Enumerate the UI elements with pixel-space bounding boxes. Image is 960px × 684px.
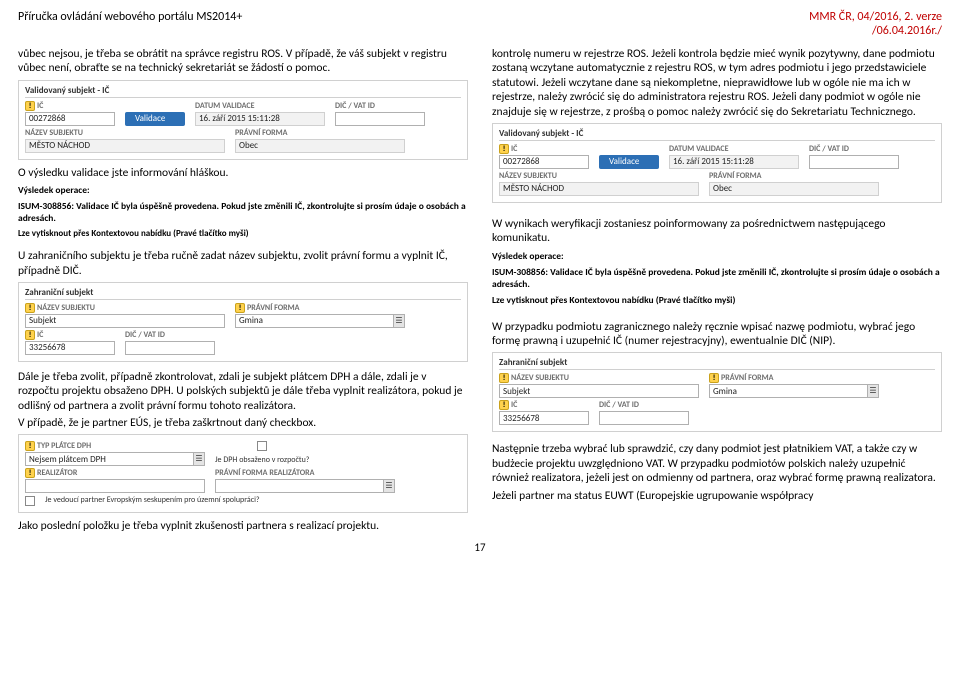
forma-label-r: PRÁVNÍ FORMA (709, 171, 879, 181)
dropdown-icon[interactable]: ☰ (193, 452, 205, 466)
ic-label-r: IČ (511, 144, 517, 154)
dropdown-icon[interactable]: ☰ (867, 384, 879, 398)
form-validated-subject-right: Validovaný subjekt - IČ !IČ 00272868 Val… (492, 123, 942, 203)
required-icon: ! (25, 468, 35, 478)
forma-label2: PRÁVNÍ FORMA (247, 303, 300, 313)
ic-input[interactable]: 00272868 (25, 112, 115, 126)
name-input2r[interactable]: Subjekt (499, 384, 699, 398)
dic-label2: DIČ / VAT ID (125, 330, 215, 340)
dic-label2r: DIČ / VAT ID (599, 400, 689, 410)
ic-label2r: IČ (511, 400, 517, 410)
name-label-r: NÁZEV SUBJEKTU (499, 171, 699, 181)
right-p1: kontrolę numeru w rejestrze ROS. Jeżeli … (492, 47, 942, 119)
required-icon: ! (499, 144, 509, 154)
date-label: DATUM VALIDACE (195, 101, 325, 111)
name-label2: NÁZEV SUBJEKTU (37, 303, 95, 313)
required-icon: ! (25, 303, 35, 313)
real-input[interactable] (25, 479, 205, 493)
dropdown-icon[interactable]: ☰ (393, 314, 405, 328)
real-label: REALIZÁTOR (37, 468, 77, 478)
form1-title: Validovaný subjekt - IČ (25, 85, 461, 98)
right-column: kontrolę numeru w rejestrze ROS. Jeżeli … (492, 44, 942, 537)
header-right-line1: MMR ČR, 04/2016, 2. verze (809, 10, 942, 24)
dic-label-r: DIČ / VAT ID (809, 144, 899, 154)
validate-button-r[interactable]: Validace (599, 155, 659, 169)
dic-label: DIČ / VAT ID (335, 101, 425, 111)
left-p1: vůbec nejsou, je třeba se obrátit na spr… (18, 47, 468, 76)
page-number: 17 (18, 541, 942, 554)
required-icon: ! (25, 441, 35, 451)
forma-input2r[interactable]: Gmina (709, 384, 868, 398)
result-tip-right: Lze vytisknout přes Kontextovou nabídku … (492, 294, 942, 306)
form-foreign-subject-left: Zahraniční subjekt !NÁZEV SUBJEKTU Subje… (18, 282, 468, 362)
required-icon: ! (25, 330, 35, 340)
right-p3: W przypadku podmiotu zagranicznego należ… (492, 320, 942, 349)
name-value: MĚSTO NÁCHOD (25, 139, 225, 153)
right-p5: Jeżeli partner ma status EUWT (Europejsk… (492, 489, 942, 503)
eus-checkbox[interactable] (25, 496, 35, 506)
eus-label: Je vedoucí partner Evropským seskupením … (45, 495, 260, 505)
name-label: NÁZEV SUBJEKTU (25, 128, 225, 138)
forma-label2r: PRÁVNÍ FORMA (721, 373, 774, 383)
header-left: Příručka ovládání webového portálu MS201… (18, 10, 242, 38)
header-right-line2: /06.04.2016r./ (809, 24, 942, 38)
ic-label2: IČ (37, 330, 43, 340)
forma-input2[interactable]: Gmina (235, 314, 394, 328)
result-title-right: Výsledek operace: (492, 250, 942, 262)
dic-input2r[interactable] (599, 411, 689, 425)
name-value-r: MĚSTO NÁCHOD (499, 182, 699, 196)
left-column: vůbec nejsou, je třeba se obrátit na spr… (18, 44, 468, 537)
dropdown-icon[interactable]: ☰ (383, 479, 395, 493)
required-icon: ! (709, 373, 719, 383)
forma-value-r: Obec (709, 182, 879, 196)
page-header: Příručka ovládání webového portálu MS201… (18, 10, 942, 38)
dic-input-r[interactable] (809, 155, 899, 169)
forma-label: PRÁVNÍ FORMA (235, 128, 405, 138)
forma-value: Obec (235, 139, 405, 153)
form1r-title: Validovaný subjekt - IČ (499, 128, 935, 141)
validate-button[interactable]: Validace (125, 112, 185, 126)
form-validated-subject-left: Validovaný subjekt - IČ !IČ 00272868 Val… (18, 80, 468, 160)
name-input2[interactable]: Subjekt (25, 314, 225, 328)
left-p4: Dále je třeba zvolit, případně zkontrolo… (18, 370, 468, 413)
forma-real-input[interactable] (215, 479, 384, 493)
left-p5: V případě, že je partner EÚS, je třeba z… (18, 416, 468, 430)
ic-input2[interactable]: 33256678 (25, 341, 115, 355)
required-icon: ! (499, 400, 509, 410)
result-msg-right: ISUM-308856: Validace IČ byla úspěšně pr… (492, 266, 942, 290)
result-tip-left: Lze vytisknout přes Kontextovou nabídku … (18, 228, 468, 239)
form-foreign-subject-right: Zahraniční subjekt !NÁZEV SUBJEKTU Subje… (492, 352, 942, 432)
date-value: 16. září 2015 15:11:28 (195, 112, 325, 126)
ic-label: IČ (37, 101, 43, 111)
left-p6: Jako poslední položku je třeba vyplnit z… (18, 519, 468, 533)
form2r-title: Zahraniční subjekt (499, 357, 935, 370)
right-p4: Następnie trzeba wybrać lub sprawdzić, c… (492, 442, 942, 485)
required-icon: ! (235, 303, 245, 313)
dph-label: Je DPH obsaženo v rozpočtu? (215, 455, 309, 465)
left-p3: U zahraničního subjektu je třeba ručně z… (18, 249, 468, 278)
ic-input-r[interactable]: 00272868 (499, 155, 589, 169)
result-title-left: Výsledek operace: (18, 184, 468, 196)
required-icon: ! (499, 373, 509, 383)
result-msg-left: ISUM-308856: Validace IČ byla úspěšně pr… (18, 200, 468, 224)
dic-input2[interactable] (125, 341, 215, 355)
typ-label: TYP PLÁTCE DPH (37, 441, 91, 451)
left-p2: O výsledku validace jste informování hlá… (18, 166, 468, 180)
typ-input[interactable]: Nejsem plátcem DPH (25, 452, 194, 466)
header-right: MMR ČR, 04/2016, 2. verze /06.04.2016r./ (809, 10, 942, 38)
form-dph-left: !TYP PLÁTCE DPH Nejsem plátcem DPH☰ Je D… (18, 434, 468, 513)
right-p2: W wynikach weryfikacji zostaniesz poinfo… (492, 217, 942, 246)
dic-input[interactable] (335, 112, 425, 126)
form2-title: Zahraniční subjekt (25, 287, 461, 300)
forma-real-label: PRÁVNÍ FORMA REALIZÁTORA (215, 468, 395, 478)
ic-input2r[interactable]: 33256678 (499, 411, 589, 425)
date-value-r: 16. září 2015 15:11:28 (669, 155, 799, 169)
required-icon: ! (25, 101, 35, 111)
dph-checkbox[interactable] (257, 441, 267, 451)
name-label2r: NÁZEV SUBJEKTU (511, 373, 569, 383)
date-label-r: DATUM VALIDACE (669, 144, 799, 154)
